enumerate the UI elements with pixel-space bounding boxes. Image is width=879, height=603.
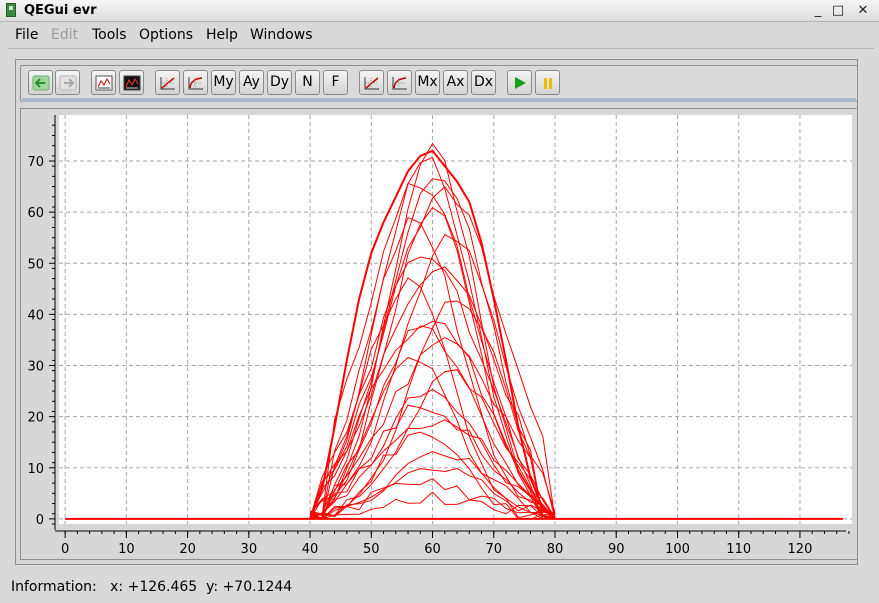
status-x-value: +126.465 [127,579,198,595]
linear-scale-icon [160,76,175,89]
x-tick-label: 40 [302,542,319,557]
x-tick-label: 120 [788,542,813,557]
dark-theme-button[interactable] [119,70,144,95]
plot-icon [95,75,112,90]
x-tick-label: 30 [241,542,258,557]
play-icon [514,76,526,89]
window-title: QEGui evr [24,3,97,18]
app-icon [6,3,16,17]
menu-options[interactable]: Options [139,27,194,43]
y-tick-label: 30 [27,360,44,375]
x-linear-button[interactable] [359,70,384,95]
log-scale-icon [188,76,203,89]
fractional-button[interactable]: F [323,70,348,95]
x-tick-label: 60 [424,542,441,557]
x-log-button[interactable] [387,70,412,95]
log-scale-icon [392,76,407,89]
x-tick-label: 10 [118,542,135,557]
status-x-label: x: [110,579,124,595]
x-auto-button[interactable]: Ax [443,70,468,95]
trace-series [309,178,555,520]
y-log-button[interactable] [183,70,208,95]
plot-settings-button[interactable] [91,70,116,95]
status-label: Information: [11,579,97,595]
menu-tools[interactable]: Tools [92,27,127,43]
y-tick-label: 40 [27,308,44,323]
status-y-label: y: [206,579,219,595]
trace-series [309,234,556,520]
x-tick-label: 110 [726,542,751,557]
menu-edit[interactable]: Edit [51,27,79,43]
back-button[interactable] [28,70,53,95]
trace-series [309,369,556,520]
y-tick-label: 0 [36,513,44,528]
x-tick-label: 100 [665,542,690,557]
pause-button[interactable] [535,70,560,95]
x-tick-label: 70 [485,542,502,557]
minimize-button[interactable]: _ [814,3,822,18]
trace-series [309,404,556,520]
trace-series [309,325,556,518]
menu-windows[interactable]: Windows [250,27,313,43]
pause-icon [543,77,552,89]
close-button[interactable]: ✕ [857,3,869,18]
trace-series [309,467,556,520]
trace-series [309,216,556,520]
trace-series [309,491,556,520]
y-auto-button[interactable]: Ay [239,70,264,95]
arrow-left-icon [32,75,49,90]
trace-series [309,256,556,520]
trace-series [309,320,556,520]
trace-series [309,186,556,520]
x-manual-button[interactable]: Mx [415,70,440,95]
forward-button[interactable] [55,70,80,95]
status-bar: Information: x: +126.465 y: +70.1244 [11,579,292,595]
play-button[interactable] [507,70,532,95]
trace-series [310,388,555,520]
trace-series [310,431,556,520]
y-linear-button[interactable] [155,70,180,95]
normalize-button[interactable]: N [295,70,320,95]
y-tick-label: 70 [27,155,44,170]
x-tick-label: 0 [61,542,69,557]
trace-series [310,277,556,520]
dark-plot-icon [123,75,140,90]
x-tick-label: 90 [608,542,625,557]
menu-file[interactable]: File [15,27,39,43]
x-tick-label: 20 [179,542,196,557]
envelope-series [309,149,556,520]
linear-scale-icon [364,76,379,89]
menu-help[interactable]: Help [206,27,238,43]
maximize-button[interactable]: □ [831,3,845,18]
y-dynamic-button[interactable]: Dy [267,70,292,95]
x-tick-label: 50 [363,542,380,557]
y-tick-label: 10 [27,462,44,477]
arrow-right-icon [59,75,76,90]
title-bar: QEGui evr _ □ ✕ [0,0,879,22]
menu-divider [8,48,874,49]
x-tick-label: 80 [547,542,564,557]
plot-canvas[interactable] [59,115,852,524]
x-dynamic-button[interactable]: Dx [471,70,496,95]
toolbar-underline [22,98,856,102]
y-tick-label: 60 [27,206,44,221]
trace-series [309,419,556,519]
trace-series [309,451,556,520]
status-y-value: +70.1244 [222,579,293,595]
trace-series [309,478,555,520]
menu-bar: File Edit Tools Options Help Windows [0,23,879,48]
y-tick-label: 50 [27,257,44,272]
trace-series [309,337,556,520]
trace-series [309,142,556,520]
y-manual-button[interactable]: My [211,70,236,95]
y-tick-label: 20 [27,411,44,426]
